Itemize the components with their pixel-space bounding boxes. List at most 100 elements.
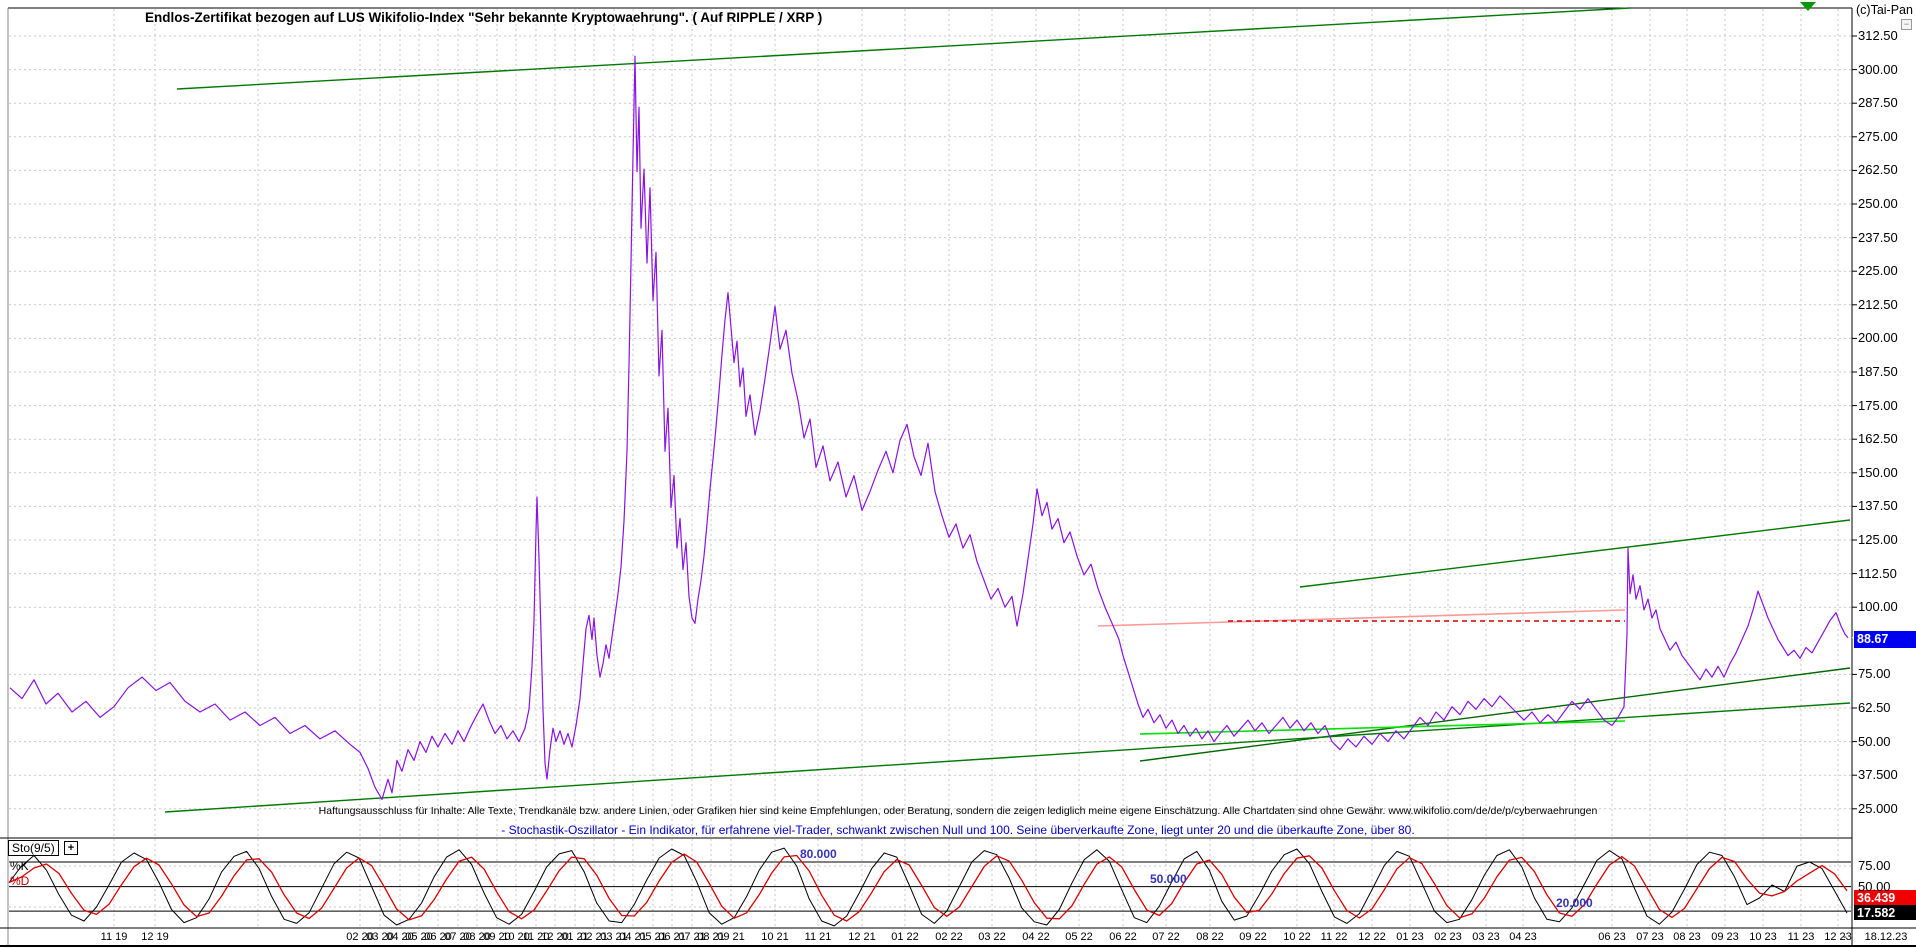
date-axis-label: 07 20 bbox=[444, 931, 472, 943]
date-axis-label: 10 21 bbox=[761, 931, 789, 943]
date-axis-label: 07 21 bbox=[678, 931, 706, 943]
price-axis-label: 200.00 bbox=[1858, 330, 1898, 345]
date-axis-label: 03 23 bbox=[1472, 931, 1500, 943]
stochastic-level-label: 20.000 bbox=[1556, 896, 1593, 910]
date-axis-label: 09 22 bbox=[1239, 931, 1267, 943]
price-axis-label: 300.00 bbox=[1858, 62, 1898, 77]
stochastic-level-label: 80.000 bbox=[800, 847, 837, 861]
date-axis-label: 11 20 bbox=[522, 931, 550, 943]
stochastic-axis-label: 50.00 bbox=[1858, 879, 1891, 894]
price-axis-label: 287.50 bbox=[1858, 95, 1898, 110]
date-axis-label: 11 21 bbox=[804, 931, 832, 943]
stochastic-level-label: 50.000 bbox=[1150, 872, 1187, 886]
date-axis-label: 08 21 bbox=[697, 931, 725, 943]
price-axis-label: 125.00 bbox=[1858, 532, 1898, 547]
price-axis-label: 187.50 bbox=[1858, 364, 1898, 379]
date-axis-label: 02 20 bbox=[346, 931, 374, 943]
date-axis-label: 12 20 bbox=[541, 931, 569, 943]
price-axis-label: 262.50 bbox=[1858, 162, 1898, 177]
date-axis-label: 10 20 bbox=[502, 931, 530, 943]
date-axis-label: 07 22 bbox=[1152, 931, 1180, 943]
price-axis-label: 212.50 bbox=[1858, 297, 1898, 312]
date-axis-label: 03 21 bbox=[600, 931, 628, 943]
date-axis-label: 04 22 bbox=[1022, 931, 1050, 943]
price-axis-label: 162.50 bbox=[1858, 431, 1898, 446]
trendline-arrow-icon bbox=[1800, 2, 1816, 11]
upper-long-trendline bbox=[176, 7, 1631, 90]
stochastic-axis-label: 75.00 bbox=[1858, 858, 1891, 873]
last-date-label: 18.12.23 bbox=[1864, 931, 1908, 943]
date-axis-label: 01 22 bbox=[891, 931, 919, 943]
date-axis-label: 05 21 bbox=[639, 931, 667, 943]
date-axis-label: 02 23 bbox=[1434, 931, 1462, 943]
date-axis-label: 04 23 bbox=[1509, 931, 1537, 943]
date-axis-label: 09 21 bbox=[717, 931, 745, 943]
date-axis-label: 10 23 bbox=[1749, 931, 1777, 943]
price-axis-label: 175.00 bbox=[1858, 398, 1898, 413]
date-axis-label: 04 21 bbox=[619, 931, 647, 943]
price-axis-label: 250.00 bbox=[1858, 196, 1898, 211]
price-axis-label: 37.500 bbox=[1858, 767, 1898, 782]
price-axis-label: 25.000 bbox=[1858, 801, 1898, 816]
price-axis-label: 50.00 bbox=[1858, 734, 1891, 749]
date-axis-label: 03 20 bbox=[366, 931, 394, 943]
disclaimer-text: Haftungsausschluss für Inhalte: Alle Tex… bbox=[318, 805, 1598, 817]
support-long-trendline bbox=[164, 702, 1851, 813]
stochastic-k-label: %K bbox=[10, 859, 29, 873]
date-axis-label: 04 20 bbox=[386, 931, 414, 943]
date-axis-label: 12 22 bbox=[1358, 931, 1386, 943]
current-price-tag: 88.67 bbox=[1854, 631, 1916, 648]
price-axis-label: 75.00 bbox=[1858, 666, 1891, 681]
date-axis-label: 06 21 bbox=[658, 931, 686, 943]
upper-recent-trendline bbox=[1299, 519, 1851, 588]
add-indicator-icon[interactable]: + bbox=[64, 841, 78, 855]
date-axis-label: 01 21 bbox=[561, 931, 589, 943]
price-axis-label: 112.50 bbox=[1858, 566, 1897, 581]
date-axis-label: 09 20 bbox=[483, 931, 511, 943]
date-axis-label: 06 23 bbox=[1598, 931, 1626, 943]
date-axis-label: 12 21 bbox=[848, 931, 876, 943]
date-axis-label: 08 23 bbox=[1673, 931, 1701, 943]
date-axis-label: 02 21 bbox=[580, 931, 608, 943]
stochastic-d-value-tag: 36.439 bbox=[1854, 890, 1916, 905]
date-axis-label: 08 22 bbox=[1196, 931, 1224, 943]
price-axis-label: 150.00 bbox=[1858, 465, 1898, 480]
price-axis-label: 225.00 bbox=[1858, 263, 1898, 278]
date-axis-label: 11 23 bbox=[1787, 931, 1815, 943]
support-recent-trendline bbox=[1139, 667, 1851, 762]
stochastic-d-label: %D bbox=[10, 874, 30, 888]
stochastic-k-value-tag: 17.582 bbox=[1854, 905, 1916, 920]
date-axis-label: 08 20 bbox=[463, 931, 491, 943]
resistance-pink-line bbox=[1097, 609, 1626, 627]
price-axis-label: 312.50 bbox=[1858, 28, 1898, 43]
support-lime-line bbox=[1139, 720, 1626, 735]
date-axis-label: 06 22 bbox=[1109, 931, 1137, 943]
copyright-label: (c)Tai-Pan bbox=[1856, 3, 1913, 17]
collapse-icon[interactable]: − bbox=[1901, 19, 1912, 30]
stochastic-d-line bbox=[8, 853, 1848, 922]
chart-title: Endlos-Zertifikat bezogen auf LUS Wikifo… bbox=[145, 10, 823, 25]
price-axis-label: 237.50 bbox=[1858, 230, 1898, 245]
date-axis-label: 09 23 bbox=[1711, 931, 1739, 943]
date-axis-label: 03 22 bbox=[978, 931, 1006, 943]
date-axis-label: 06 20 bbox=[424, 931, 452, 943]
date-axis-label: 11 19 bbox=[100, 931, 128, 943]
price-axis-label: 62.50 bbox=[1858, 700, 1891, 715]
date-axis-label: 07 23 bbox=[1636, 931, 1664, 943]
date-axis-label: 12 23 bbox=[1824, 931, 1852, 943]
stochastic-indicator-label[interactable]: Sto(9/5) bbox=[8, 840, 59, 856]
date-axis-label: 05 22 bbox=[1065, 931, 1093, 943]
date-axis-label: 11 22 bbox=[1320, 931, 1348, 943]
date-axis-label: 02 22 bbox=[935, 931, 963, 943]
stochastic-description: - Stochastik-Oszillator - Ein Indikator,… bbox=[501, 823, 1415, 837]
price-axis-label: 137.50 bbox=[1858, 498, 1898, 513]
date-axis-label: 12 19 bbox=[141, 931, 169, 943]
price-axis-label: 275.00 bbox=[1858, 129, 1898, 144]
date-axis-dash: - bbox=[1843, 931, 1847, 943]
date-axis-label: 05 20 bbox=[405, 931, 433, 943]
price-axis-label: 100.00 bbox=[1858, 599, 1898, 614]
date-axis-label: 10 22 bbox=[1283, 931, 1311, 943]
date-axis-label: 01 23 bbox=[1396, 931, 1424, 943]
